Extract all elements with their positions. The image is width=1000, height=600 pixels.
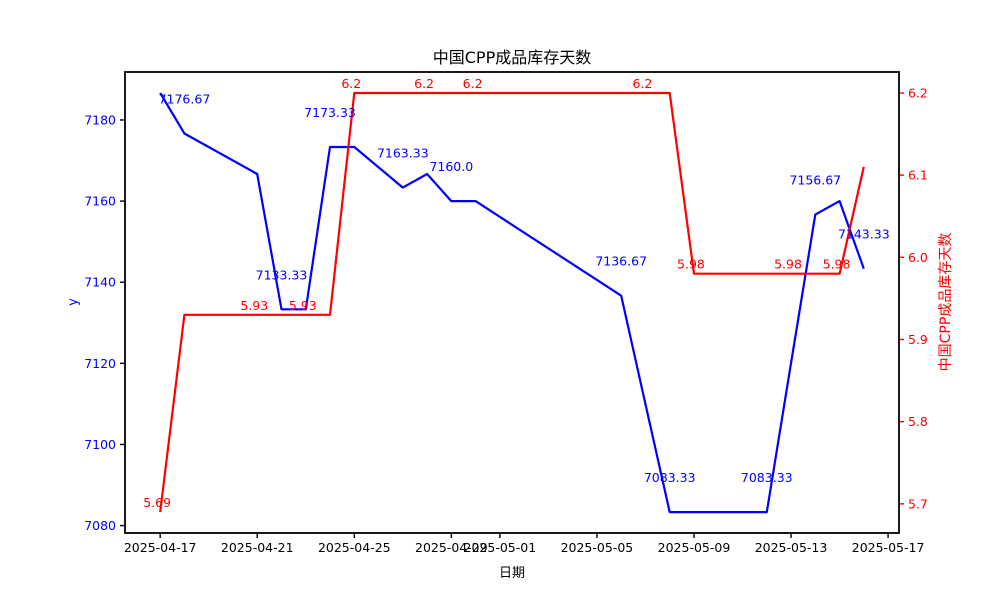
blue-point-label: 7163.33 <box>377 146 429 161</box>
red-point-label: 5.93 <box>240 298 268 313</box>
left-tick-label: 7120 <box>84 356 116 371</box>
red-point-label: 5.98 <box>774 257 802 272</box>
x-tick-label: 2025-04-29 <box>415 540 488 555</box>
blue-point-label: 7176.67 <box>159 91 211 106</box>
left-tick-label: 7140 <box>84 275 116 290</box>
left-y-axis-label: y <box>66 298 81 306</box>
blue-point-label: 7133.33 <box>256 267 308 282</box>
right-tick-label: 6.2 <box>908 85 928 100</box>
x-tick-label: 2025-05-01 <box>464 540 537 555</box>
blue-point-label: 7083.33 <box>741 470 793 485</box>
plot-frame <box>124 71 900 534</box>
left-tick-label: 7080 <box>84 518 116 533</box>
x-tick-label: 2025-04-21 <box>221 540 294 555</box>
x-tick-label: 2025-05-17 <box>852 540 925 555</box>
right-tick-label: 5.9 <box>908 332 928 347</box>
left-tick-label: 7180 <box>84 112 116 127</box>
blue-point-label: 7083.33 <box>644 470 696 485</box>
red-point-label: 6.2 <box>341 76 361 91</box>
x-tick-label: 2025-05-09 <box>658 540 731 555</box>
x-tick-label: 2025-04-17 <box>124 540 197 555</box>
red-point-label: 5.69 <box>143 495 171 510</box>
left-tick-label: 7160 <box>84 194 116 209</box>
red-point-label: 5.98 <box>677 257 705 272</box>
red-series-line <box>159 91 865 513</box>
right-tick-label: 6.0 <box>908 250 928 265</box>
red-point-label: 6.2 <box>463 76 483 91</box>
right-tick-label: 5.8 <box>908 414 928 429</box>
x-tick-label: 2025-04-25 <box>318 540 391 555</box>
x-axis-label: 日期 <box>498 566 525 581</box>
left-tick-label: 7100 <box>84 437 116 452</box>
blue-point-label: 7143.33 <box>838 227 890 242</box>
blue-point-label: 7156.67 <box>789 173 841 188</box>
blue-series-line <box>159 92 865 514</box>
red-point-label: 5.93 <box>289 298 317 313</box>
blue-point-label: 7160.0 <box>429 159 473 174</box>
red-point-label: 5.98 <box>823 257 851 272</box>
chart-title: 中国CPP成品库存天数 <box>432 48 592 67</box>
right-tick-label: 6.1 <box>908 168 928 183</box>
right-y-axis-label: 中国CPP成品库存天数 <box>938 232 954 372</box>
x-tick-label: 2025-05-05 <box>561 540 634 555</box>
x-tick-label: 2025-05-13 <box>755 540 828 555</box>
red-point-label: 6.2 <box>633 76 653 91</box>
right-tick-label: 5.7 <box>908 496 928 511</box>
blue-point-label: 7173.33 <box>304 105 356 120</box>
blue-point-label: 7136.67 <box>595 254 647 269</box>
red-point-label: 6.2 <box>414 76 434 91</box>
